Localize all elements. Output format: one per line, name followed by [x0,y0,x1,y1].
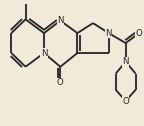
Text: O: O [122,97,129,105]
Text: O: O [57,78,64,87]
Text: N: N [122,57,129,66]
Text: N: N [105,29,112,38]
Text: N: N [57,16,64,25]
Text: N: N [41,49,47,58]
Text: O: O [136,29,143,38]
